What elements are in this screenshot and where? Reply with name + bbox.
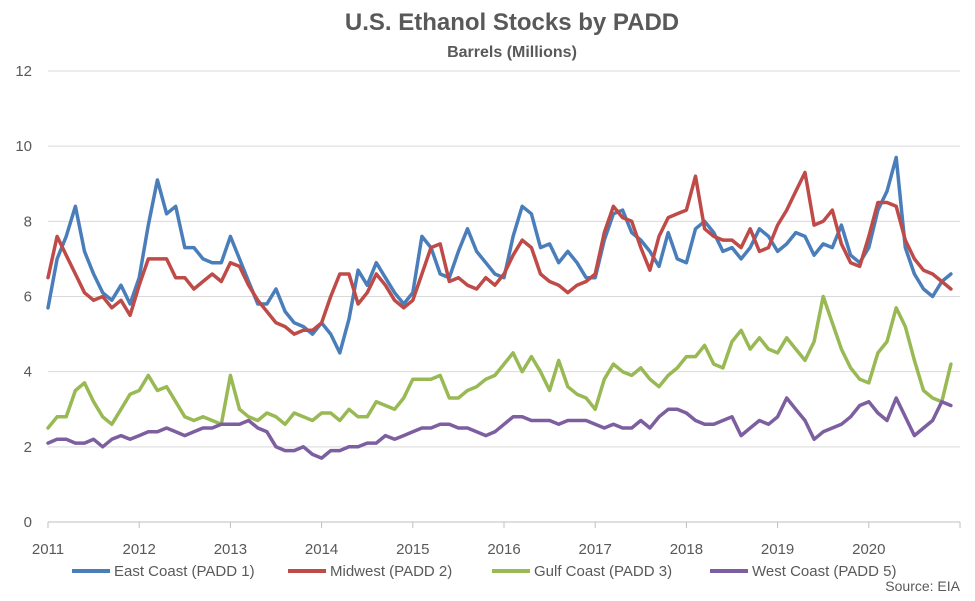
x-tick-label: 2017: [579, 541, 612, 558]
y-axis-ticks: 0 2 4 6 8 10 12: [15, 63, 32, 531]
series-line-gulf-coast-padd-3: [46, 294, 953, 430]
series-line-west-coast-padd-5: [46, 396, 953, 460]
series-line-midwest-padd-2: [46, 170, 953, 336]
chart-subtitle: Barrels (Millions): [447, 44, 577, 61]
y-tick-label: 8: [24, 213, 32, 230]
x-tick-label: 2014: [305, 541, 338, 558]
x-tick-label: 2013: [214, 541, 247, 558]
legend-label-gulf-coast-padd-3: Gulf Coast (PADD 3): [534, 563, 672, 580]
y-tick-label: 6: [24, 289, 32, 306]
x-tick-label: 2011: [32, 541, 64, 558]
x-tick-label: 2016: [487, 541, 520, 558]
source-note: Source: EIA: [885, 578, 960, 594]
x-tick-label: 2019: [761, 541, 794, 558]
x-axis-ticks: 2011 2012 2013 2014 2015 2016 2017 2018 2019 2020: [32, 521, 961, 558]
y-tick-label: 4: [24, 364, 32, 381]
x-tick-label: 2012: [123, 541, 156, 558]
legend: East Coast (PADD 1) Midwest (PADD 2) Gulf …: [72, 563, 896, 580]
series-lines: [46, 155, 953, 460]
x-tick-label: 2015: [396, 541, 429, 558]
legend-label-east-coast-padd-1: East Coast (PADD 1): [114, 563, 255, 580]
y-tick-label: 0: [24, 514, 32, 531]
series-line-east-coast-padd-1: [46, 155, 953, 355]
legend-label-midwest-padd-2: Midwest (PADD 2): [330, 563, 452, 580]
legend-label-west-coast-padd-5: West Coast (PADD 5): [752, 563, 896, 580]
x-tick-label: 2020: [852, 541, 885, 558]
chart-title: U.S. Ethanol Stocks by PADD: [345, 9, 679, 36]
y-tick-label: 12: [15, 63, 32, 80]
y-tick-label: 2: [24, 439, 32, 456]
x-tick-label: 2018: [670, 541, 703, 558]
y-tick-label: 10: [15, 138, 32, 155]
gridlines: [48, 70, 960, 448]
